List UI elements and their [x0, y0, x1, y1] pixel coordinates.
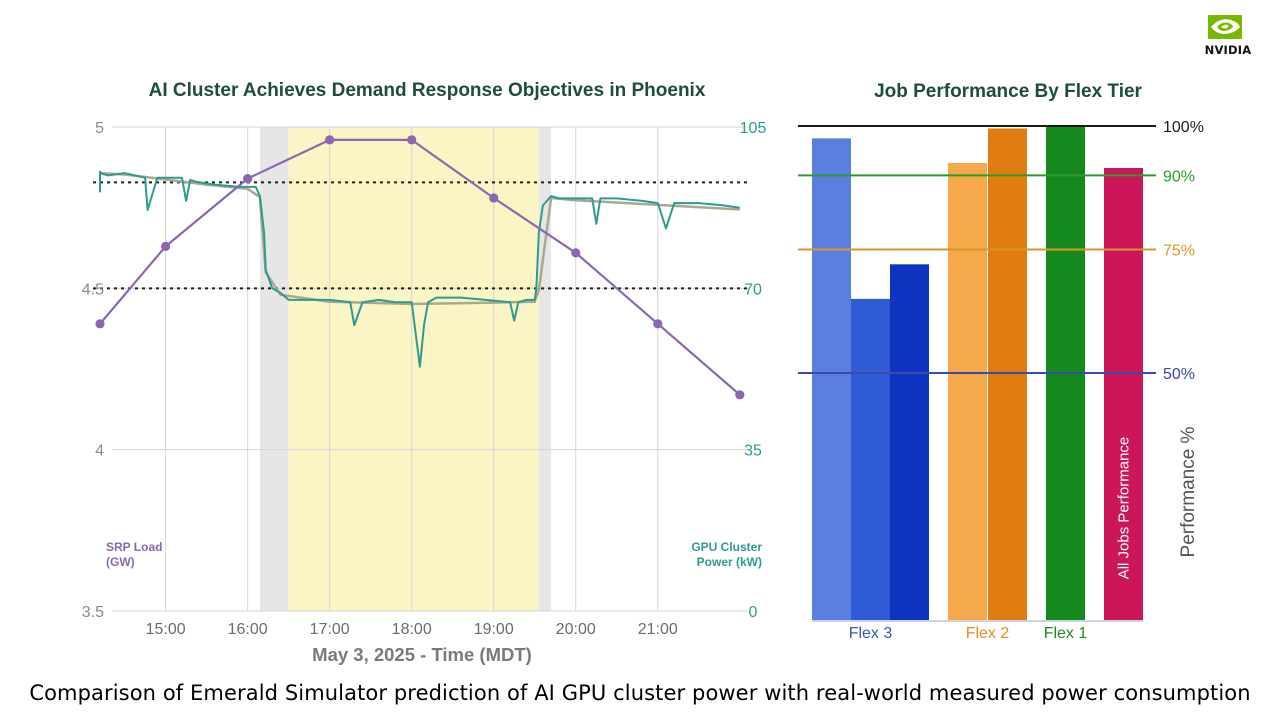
bar [1104, 167, 1143, 621]
srp-load-point [407, 135, 417, 145]
left-axis-tick: 3.5 [82, 604, 104, 621]
x-axis-tick: 15:00 [146, 621, 186, 638]
chart-title: Job Performance By Flex Tier [874, 81, 1142, 102]
right-axis-tick: 0 [749, 604, 758, 621]
shaded-region [259, 127, 289, 611]
group-label: Flex 3 [849, 625, 893, 642]
shaded-region [288, 127, 539, 611]
flex-tier-bar-chart: Job Performance By Flex Tier Flex 3 Flex 2… [798, 81, 1204, 642]
left-axis-tick: 4 [95, 443, 104, 460]
figure-caption: Comparison of Emerald Simulator predicti… [29, 681, 1251, 705]
right-axis-tick: 70 [744, 281, 762, 298]
y-axis-title: Performance % [1178, 426, 1199, 557]
left-axis-tick: 4.5 [82, 281, 104, 298]
x-axis-tick: 18:00 [392, 621, 432, 638]
bar [851, 298, 890, 620]
x-axis-tick: 17:00 [310, 621, 350, 638]
nvidia-logo: NVIDIA [1198, 12, 1258, 60]
threshold-label: 100% [1163, 119, 1204, 136]
bar [988, 128, 1027, 620]
group-label: Flex 2 [966, 625, 1010, 642]
srp-load-point [653, 319, 663, 329]
bar [890, 264, 929, 620]
left-axis-unit: (GW) [106, 555, 135, 569]
srp-load-point [161, 241, 171, 251]
srp-load-point [325, 135, 335, 145]
chart-title: AI Cluster Achieves Demand Response Obje… [149, 80, 706, 101]
left-axis-tick: 5 [95, 120, 104, 137]
x-axis-tick: 16:00 [228, 621, 268, 638]
srp-load-point [489, 193, 499, 203]
bar [948, 163, 987, 621]
threshold-label: 75% [1163, 243, 1195, 260]
right-axis-tick: 105 [740, 120, 767, 137]
threshold-label: 90% [1163, 168, 1195, 185]
nvidia-wordmark: NVIDIA [1204, 43, 1252, 57]
bar [812, 138, 851, 620]
srp-load-point [735, 390, 745, 400]
left-axis-title: SRP Load [106, 540, 162, 554]
right-axis-unit: Power (kW) [697, 555, 762, 569]
srp-load-point [95, 319, 105, 329]
group-label: Flex 1 [1044, 625, 1088, 642]
right-axis-title: GPU Cluster [691, 540, 762, 554]
demand-response-chart: 5 4.5 4 3.5 105 70 35 0 15:00 16:00 17:00 18:00 19:0… [82, 80, 767, 665]
srp-load-point [571, 248, 581, 258]
x-axis-title: May 3, 2025 - Time (MDT) [312, 644, 532, 665]
shaded-region [538, 127, 552, 611]
bar-inner-label: All Jobs Performance [1116, 437, 1133, 580]
x-axis-tick: 21:00 [638, 621, 678, 638]
series-line-measured-power [99, 170, 740, 368]
nvidia-eye-icon [1208, 15, 1242, 39]
right-axis-tick: 35 [744, 443, 762, 460]
x-axis-tick: 19:00 [474, 621, 514, 638]
threshold-label: 50% [1163, 366, 1195, 383]
x-axis-tick: 20:00 [556, 621, 596, 638]
srp-load-point [243, 174, 253, 184]
